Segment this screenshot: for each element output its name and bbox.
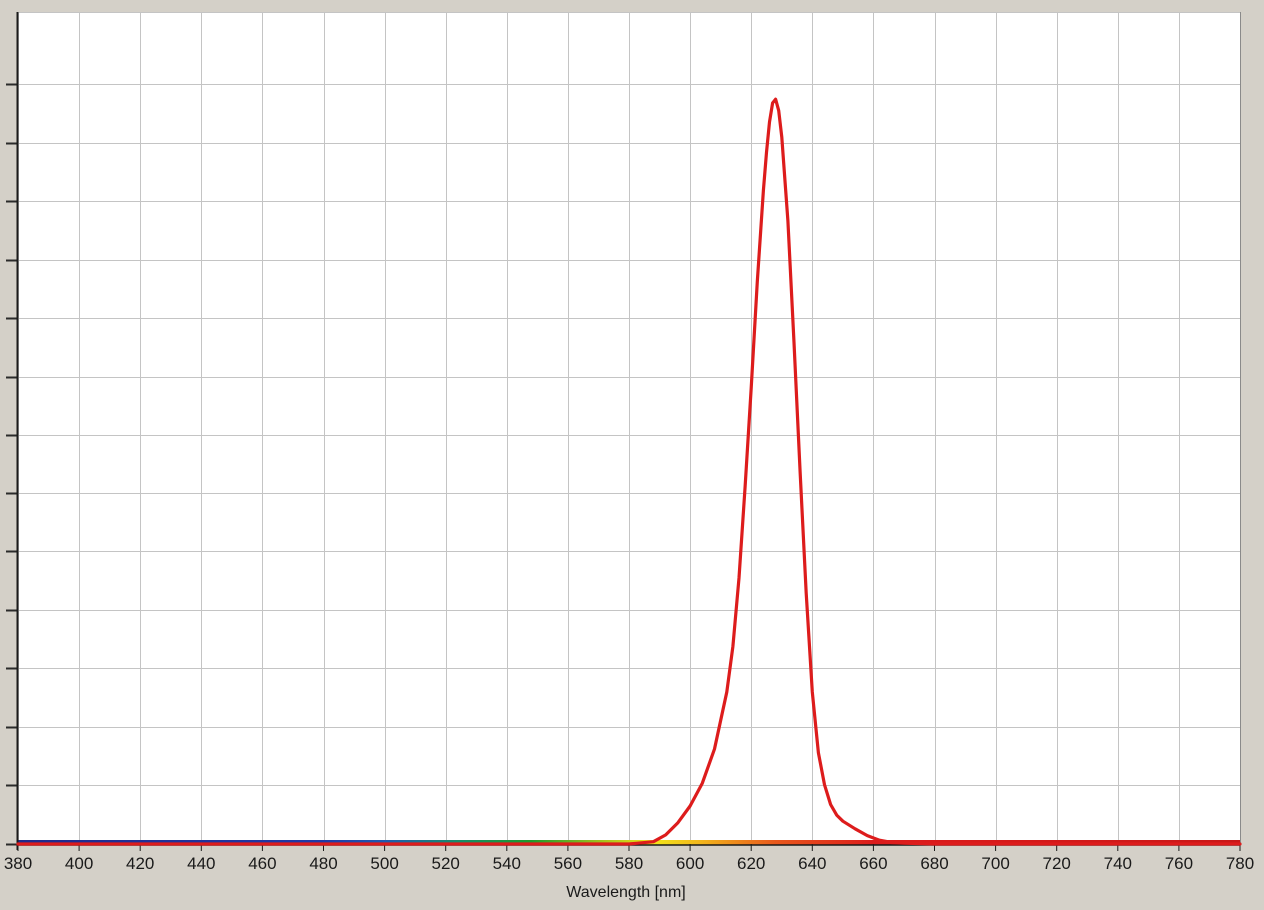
x-tick-label: 640 [798,854,826,873]
x-tick-label: 760 [1165,854,1193,873]
x-tick-label: 440 [187,854,215,873]
x-tick-label: 740 [1104,854,1132,873]
x-tick-labels: 380 400 420 440 460 480 500 520 540 560 580 600 620 6… [4,854,1254,873]
x-tick-label: 400 [65,854,93,873]
x-tick-label: 540 [493,854,521,873]
x-tick-label: 420 [126,854,154,873]
x-tick-label: 380 [4,854,32,873]
x-tick-label: 700 [981,854,1009,873]
x-tick-label: 620 [737,854,765,873]
x-tick-label: 460 [248,854,276,873]
grid [18,12,1241,845]
x-tick-label: 520 [432,854,460,873]
series-layer [16,97,1242,846]
x-tick-label: 600 [676,854,704,873]
x-tick-label: 480 [309,854,337,873]
x-tick-label: 780 [1226,854,1254,873]
x-tick-label: 680 [920,854,948,873]
x-tick-label: 560 [554,854,582,873]
x-axis-title: Wavelength [nm] [566,884,685,901]
series-line [16,97,1242,846]
x-tick-label: 500 [370,854,398,873]
x-tick-label: 660 [859,854,887,873]
x-tick-label: 720 [1043,854,1071,873]
x-tick-label: 580 [615,854,643,873]
